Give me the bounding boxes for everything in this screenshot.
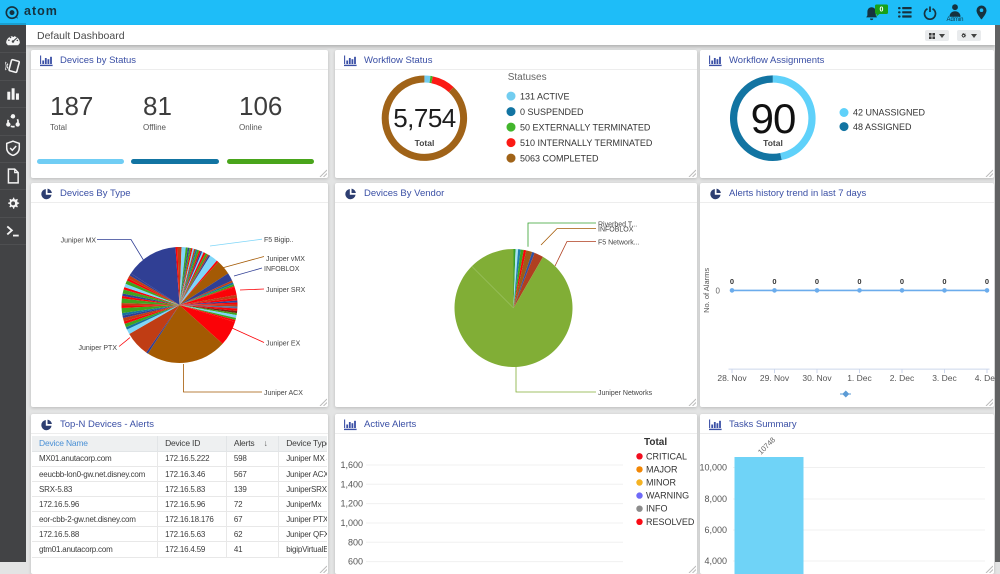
svg-text:Juniper vMX: Juniper vMX xyxy=(266,256,305,263)
svg-text:0: 0 xyxy=(880,7,884,14)
svg-text:0: 0 xyxy=(985,277,989,286)
svg-text:0: 0 xyxy=(815,277,819,286)
svg-text:5063 COMPLETED: 5063 COMPLETED xyxy=(520,153,599,163)
svg-text:0: 0 xyxy=(857,277,861,286)
svg-text:CRITICAL: CRITICAL xyxy=(646,451,687,461)
svg-text:800: 800 xyxy=(348,537,363,547)
svg-text:MAJOR: MAJOR xyxy=(646,464,678,474)
svg-text:1,200: 1,200 xyxy=(340,499,363,509)
svg-text:1,400: 1,400 xyxy=(340,479,363,489)
svg-text:6,000: 6,000 xyxy=(704,525,727,535)
svg-text:8,000: 8,000 xyxy=(704,494,727,504)
svg-text:131 ACTIVE: 131 ACTIVE xyxy=(520,91,570,101)
svg-text:RESOLVED: RESOLVED xyxy=(646,517,695,527)
svg-text:42 UNASSIGNED: 42 UNASSIGNED xyxy=(853,108,926,118)
svg-text:Juniper PTX: Juniper PTX xyxy=(78,345,117,352)
svg-text:48 ASSIGNED: 48 ASSIGNED xyxy=(853,122,912,132)
svg-text:29. Nov: 29. Nov xyxy=(760,373,790,383)
svg-text:510 INTERNALLY TERMINATED: 510 INTERNALLY TERMINATED xyxy=(520,138,653,148)
svg-text:INFOBLOX: INFOBLOX xyxy=(598,227,634,234)
svg-text:Juniper MX: Juniper MX xyxy=(61,237,97,244)
svg-text:1,600: 1,600 xyxy=(340,460,363,470)
svg-text:INFO: INFO xyxy=(646,504,668,514)
svg-text:0: 0 xyxy=(716,286,721,295)
svg-text:Total: Total xyxy=(644,437,667,448)
svg-text:2. Dec: 2. Dec xyxy=(890,373,915,383)
svg-text:50 EXTERNALLY TERMINATED: 50 EXTERNALLY TERMINATED xyxy=(520,122,651,132)
svg-text:INFOBLOX: INFOBLOX xyxy=(264,266,300,273)
svg-text:Juniper EX: Juniper EX xyxy=(266,341,301,348)
svg-text:No. of Alarms: No. of Alarms xyxy=(702,268,711,313)
svg-text:WARNING: WARNING xyxy=(646,491,689,501)
svg-text:0: 0 xyxy=(942,277,946,286)
svg-text:30. Nov: 30. Nov xyxy=(802,373,832,383)
svg-text:F5 Network...: F5 Network... xyxy=(598,240,640,247)
svg-text:Juniper SRX: Juniper SRX xyxy=(266,287,306,294)
svg-text:1,000: 1,000 xyxy=(340,518,363,528)
svg-text:0: 0 xyxy=(900,277,904,286)
svg-text:0 SUSPENDED: 0 SUSPENDED xyxy=(520,107,584,117)
svg-text:4,000: 4,000 xyxy=(704,556,727,566)
svg-text:Riverbed T...: Riverbed T... xyxy=(598,222,637,229)
svg-text:0: 0 xyxy=(772,277,776,286)
svg-text:10,000: 10,000 xyxy=(700,463,727,473)
svg-text:F5 Bigip..: F5 Bigip.. xyxy=(264,237,294,244)
svg-text:4. Dec: 4. Dec xyxy=(975,373,997,383)
svg-text:MINOR: MINOR xyxy=(646,478,676,488)
svg-text:Juniper Networks: Juniper Networks xyxy=(598,390,653,397)
svg-text:1. Dec: 1. Dec xyxy=(847,373,872,383)
svg-text:Statuses: Statuses xyxy=(508,72,547,83)
svg-text:3. Dec: 3. Dec xyxy=(932,373,957,383)
svg-text:Juniper ACX: Juniper ACX xyxy=(264,390,303,397)
svg-text:0: 0 xyxy=(730,277,734,286)
svg-text:28. Nov: 28. Nov xyxy=(717,373,747,383)
svg-text:10748: 10748 xyxy=(756,435,777,456)
